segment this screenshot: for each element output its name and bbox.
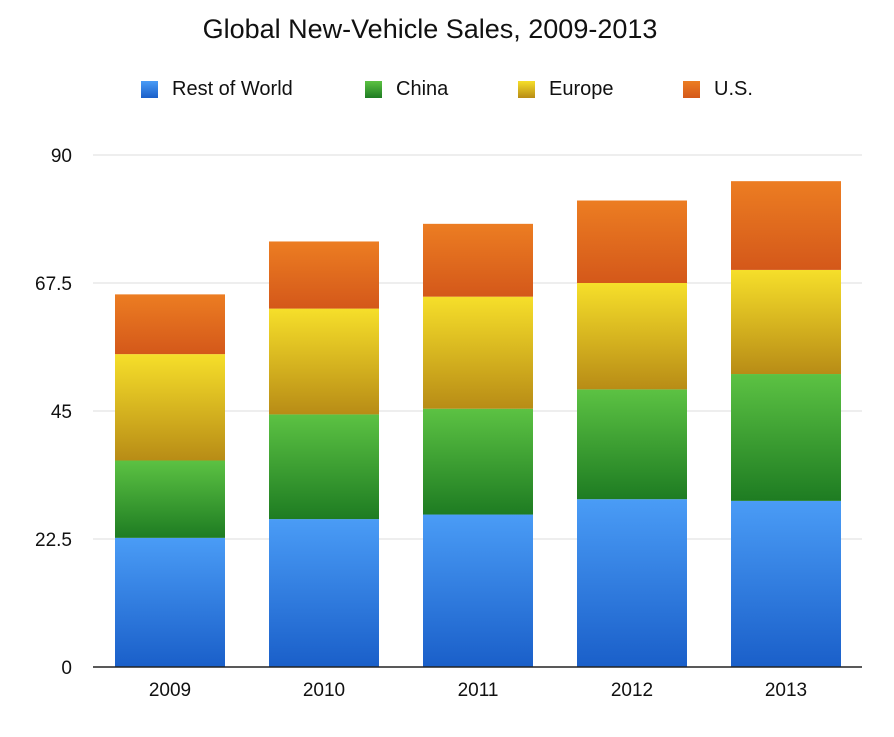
x-tick-label: 2011 (458, 680, 499, 701)
bar-segment-europe-2009 (115, 354, 225, 461)
bar-segment-europe-2013 (731, 269, 841, 375)
bar-segment-china-2011 (423, 408, 533, 515)
bar-segment-us-2010 (269, 241, 379, 309)
legend-item-china: China (365, 76, 448, 102)
bar-segment-china-2010 (269, 414, 379, 520)
bar-segment-us-2009 (115, 294, 225, 355)
bar-segment-rest-of-world-2013 (731, 500, 841, 667)
legend-label-europe: Europe (549, 77, 614, 100)
legend-swatch-europe (518, 80, 535, 98)
legend: Rest of World China Europe U.S. (0, 76, 894, 102)
bar-segment-europe-2010 (269, 308, 379, 415)
bar-segment-china-2013 (731, 374, 841, 501)
x-tick-label: 2012 (611, 680, 653, 701)
x-tick-label: 2013 (765, 680, 807, 701)
bar-segment-rest-of-world-2009 (115, 537, 225, 667)
legend-item-rest-of-world: Rest of World (141, 76, 293, 102)
bar-segment-us-2012 (577, 200, 687, 283)
legend-swatch-rest-of-world (141, 80, 158, 98)
x-tick-label: 2009 (149, 680, 191, 701)
bar-segment-rest-of-world-2011 (423, 514, 533, 667)
legend-swatch-us (683, 80, 700, 98)
y-tick-label: 0 (61, 658, 72, 679)
y-tick-label: 22.5 (35, 530, 72, 551)
bar-segment-rest-of-world-2010 (269, 519, 379, 667)
bar-segment-us-2013 (731, 181, 841, 270)
y-tick-label: 67.5 (35, 274, 72, 295)
chart-title: Global New-Vehicle Sales, 2009-2013 (202, 14, 658, 44)
legend-item-europe: Europe (518, 76, 614, 102)
legend-label-us: U.S. (714, 77, 753, 100)
y-tick-label: 45 (51, 402, 72, 423)
legend-item-us: U.S. (683, 76, 753, 102)
bar-segment-rest-of-world-2012 (577, 499, 687, 667)
y-tick-label: 90 (51, 146, 72, 167)
bar-segment-china-2009 (115, 460, 225, 538)
bar-segment-europe-2011 (423, 296, 533, 409)
legend-label-china: China (396, 77, 449, 100)
x-tick-label: 2010 (303, 680, 345, 701)
legend-label-rest-of-world: Rest of World (172, 77, 293, 100)
legend-swatch-china (365, 80, 382, 98)
bar-segment-china-2012 (577, 389, 687, 500)
bar-segment-europe-2012 (577, 283, 687, 390)
bar-segment-us-2011 (423, 223, 533, 297)
